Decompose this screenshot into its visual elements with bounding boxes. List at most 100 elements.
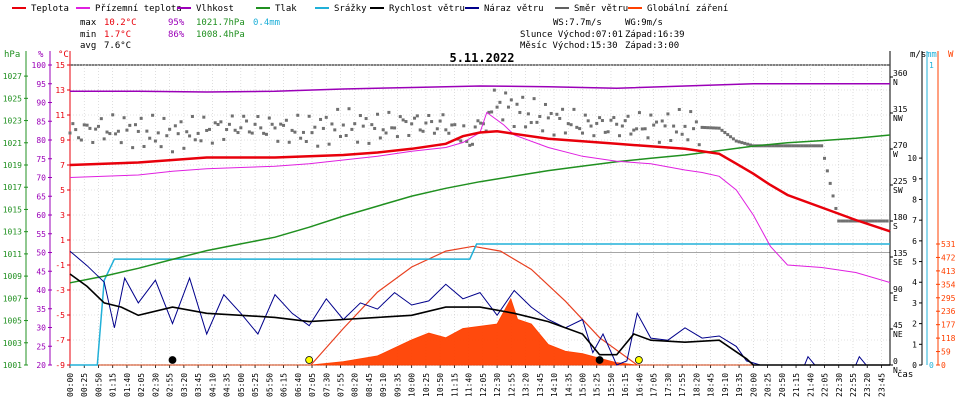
stat-max-temp: 10.2°C: [104, 18, 137, 28]
marker-moonrise: [595, 356, 604, 364]
humidity-tick-label-5: 75: [36, 155, 46, 164]
x-tick-label-2: 00:50: [94, 373, 103, 397]
direction-tick-label-5: 135: [893, 249, 908, 258]
wind-direction-dot: [242, 114, 246, 118]
temp-tick-label-10: -5: [55, 311, 65, 320]
wind-direction-dot: [629, 132, 633, 136]
legend-label-8: Globální záření: [647, 4, 728, 14]
wind-direction-dot: [797, 144, 801, 148]
info-moon: Měsíc Východ:15:30: [520, 41, 618, 51]
legend-label-0: Teplota: [31, 4, 69, 14]
temp-tick-label-7: 1: [60, 236, 65, 245]
wind-direction-dot: [538, 114, 542, 118]
radiation-tick-label-4: 295: [941, 294, 956, 303]
wind-direction-dot: [521, 95, 525, 99]
wind-direction-dot: [468, 143, 472, 147]
humidity-tick-label-16: 20: [36, 361, 46, 370]
wind-direction-dot: [791, 144, 795, 148]
wind-direction-dot: [592, 134, 596, 138]
direction-label-8: N: [893, 366, 898, 375]
x-tick-label-25: 10:25: [422, 373, 431, 397]
wind-direction-dot: [717, 126, 721, 130]
wind-direction-dot: [649, 113, 653, 117]
direction-tick-label-8: 0: [893, 357, 898, 366]
wind-direction-dot: [518, 110, 522, 114]
wind-direction-dot: [219, 120, 223, 124]
wind-direction-dot: [230, 114, 234, 118]
stat-max-press: 1021.7hPa: [196, 18, 245, 28]
direction-label-1: NW: [893, 114, 903, 123]
wind-direction-dot: [390, 126, 394, 130]
chart-title: 5.11.2022: [449, 51, 514, 65]
x-tick-label-44: 18:20: [692, 373, 701, 397]
wind-direction-dot: [176, 132, 180, 136]
series-radiation-theoretical: [310, 245, 638, 366]
wind-direction-dot: [159, 145, 163, 149]
wind-direction-dot: [837, 219, 841, 223]
wind-direction-dot: [623, 119, 627, 123]
wind-direction-dot: [116, 129, 120, 133]
x-tick-label-14: 05:50: [265, 373, 274, 397]
wind-direction-dot: [788, 144, 792, 148]
wind-direction-dot: [746, 142, 750, 146]
wind-direction-dot: [558, 116, 562, 120]
pressure-tick-label-8: 1011: [3, 250, 22, 259]
radiation-tick-label-2: 413: [941, 267, 956, 276]
wind-direction-dot: [543, 102, 547, 106]
wind-direction-dot: [71, 122, 75, 126]
wind-direction-dot: [131, 146, 135, 150]
wind-direction-dot: [524, 125, 528, 129]
wind-direction-dot: [700, 125, 704, 129]
wind-direction-dot: [68, 131, 72, 135]
x-tick-label-48: 20:00: [749, 373, 758, 397]
wind-direction-dot: [777, 144, 781, 148]
wind-direction-dot: [427, 113, 431, 117]
rain-tick-label-0: 1: [929, 61, 934, 70]
legend-label-3: Tlak: [275, 4, 297, 14]
wind-direction-dot: [868, 219, 872, 223]
wind-direction-dot: [114, 132, 118, 136]
wind-direction-dot: [476, 119, 480, 123]
stat-min-label: min: [80, 30, 96, 40]
wind-direction-dot: [874, 219, 878, 223]
x-tick-label-32: 13:20: [522, 373, 531, 397]
x-tick-label-28: 11:40: [465, 373, 474, 397]
x-tick-label-9: 03:45: [194, 373, 203, 397]
wind-direction-dot: [555, 112, 559, 116]
wind-tick-label-6: 4: [912, 278, 917, 287]
wind-direction-dot: [401, 118, 405, 122]
humidity-tick-label-4: 80: [36, 136, 46, 145]
wind-tick-label-10: 0: [912, 361, 917, 370]
wind-direction-dot: [370, 123, 374, 127]
wind-direction-dot: [148, 136, 152, 140]
x-tick-label-10: 04:10: [208, 373, 217, 397]
wind-direction-dot: [490, 110, 494, 114]
wind-direction-dot: [111, 113, 115, 117]
marker-moon: [168, 356, 177, 364]
x-tick-label-45: 18:45: [707, 373, 716, 397]
temp-tick-label-11: -7: [55, 336, 65, 345]
x-tick-label-18: 07:30: [322, 373, 331, 397]
humidity-tick-label-6: 70: [36, 174, 46, 183]
wind-direction-dot: [102, 137, 106, 141]
marker-sunrise: [305, 356, 314, 364]
wind-direction-dot: [512, 125, 516, 129]
wind-direction-dot: [720, 128, 724, 132]
wind-direction-dot: [871, 219, 875, 223]
left-unit-0: hPa: [4, 50, 20, 60]
wind-direction-dot: [748, 143, 752, 147]
wind-sun-info: WS:7.7m/s WG:9m/s Slunce Východ:07:01 Zá…: [520, 18, 685, 51]
wind-direction-dot: [646, 136, 650, 140]
pressure-tick-label-3: 1021: [3, 139, 22, 148]
wind-direction-dot: [535, 120, 539, 124]
wind-direction-dot: [541, 129, 545, 133]
wind-direction-dot: [151, 113, 155, 117]
wind-direction-dot: [660, 119, 664, 123]
wind-direction-dot: [338, 135, 342, 139]
direction-label-0: N: [893, 78, 898, 87]
wind-direction-dot: [361, 124, 365, 128]
wind-direction-dot: [282, 123, 286, 127]
wind-direction-dot: [88, 126, 92, 130]
humidity-tick-label-1: 95: [36, 80, 46, 89]
wind-direction-dot: [692, 127, 696, 131]
